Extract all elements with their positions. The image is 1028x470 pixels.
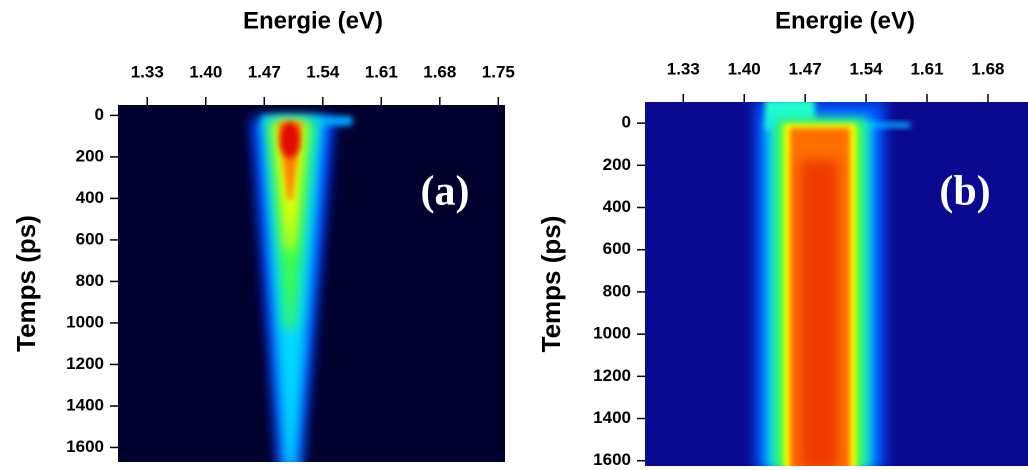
y-tick-label: 1200 (66, 354, 104, 373)
x-tick-label: 1.33 (667, 59, 700, 78)
panel-label: (a) (421, 169, 470, 215)
x-tick-label: 1.61 (365, 62, 398, 81)
y-tick-label: 200 (76, 146, 104, 165)
x-tick-label: 1.61 (910, 59, 943, 78)
y-axis-label: Temps (ps) (536, 216, 566, 353)
y-tick-label: 1400 (66, 395, 104, 414)
chart-title: Energie (eV) (243, 7, 383, 34)
y-tick-label: 400 (603, 197, 631, 216)
y-tick-label: 1600 (593, 450, 631, 469)
x-tick-label: 1.40 (189, 62, 222, 81)
x-tick-label: 1.54 (306, 62, 340, 81)
heatmap-image (645, 102, 1028, 466)
y-tick-label: 600 (76, 229, 104, 248)
y-tick-label: 1000 (593, 324, 631, 343)
y-tick-label: 200 (603, 155, 631, 174)
y-tick-label: 1000 (66, 312, 104, 331)
x-tick-label: 1.40 (728, 59, 761, 78)
y-tick-label: 1600 (66, 437, 104, 456)
x-tick-label: 1.47 (789, 59, 822, 78)
y-tick-label: 600 (603, 239, 631, 258)
x-tick-label: 1.75 (482, 62, 515, 81)
panel-label: (b) (939, 169, 990, 215)
x-tick-label: 1.33 (131, 62, 164, 81)
y-tick-label: 1200 (593, 366, 631, 385)
y-tick-label: 400 (76, 188, 104, 207)
y-axis-label: Temps (ps) (11, 215, 41, 352)
y-tick-label: 0 (95, 105, 104, 124)
y-tick-label: 0 (622, 113, 631, 132)
heatmap-image (118, 105, 505, 462)
x-tick-label: 1.68 (423, 62, 456, 81)
y-tick-label: 800 (603, 281, 631, 300)
y-tick-label: 800 (76, 271, 104, 290)
y-tick-label: 1400 (593, 408, 631, 427)
x-tick-label: 1.54 (850, 59, 884, 78)
chart-title: Energie (eV) (775, 7, 915, 34)
x-tick-label: 1.68 (971, 59, 1004, 78)
x-tick-label: 1.47 (248, 62, 281, 81)
